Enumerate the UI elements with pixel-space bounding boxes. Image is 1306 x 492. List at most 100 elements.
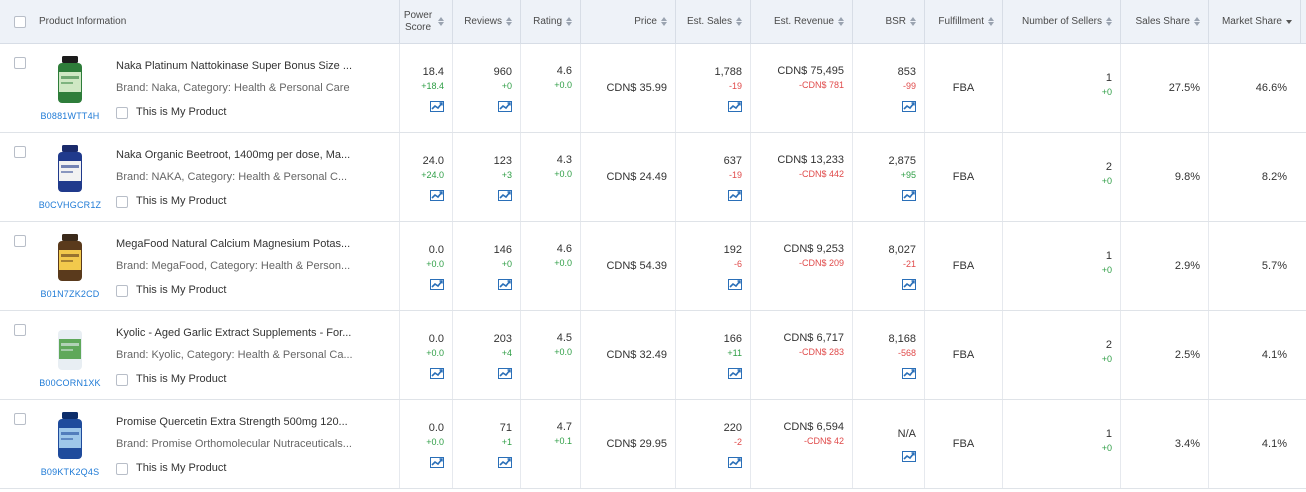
trend-chart-icon[interactable] [902,367,916,379]
trend-chart-icon[interactable] [902,450,916,462]
trend-chart-icon[interactable] [430,456,444,468]
product-image[interactable] [48,54,92,106]
row-checkbox[interactable] [14,235,26,247]
header-fulfillment[interactable]: Fulfillment [925,0,1003,43]
my-product-checkbox[interactable] [116,285,128,297]
product-title[interactable]: Naka Organic Beetroot, 1400mg per dose, … [116,149,351,161]
header-power-score[interactable]: Power Score [400,0,453,43]
product-thumb-wrap: B09KTK2Q4S [38,410,102,477]
asin-link[interactable]: B01N7ZK2CD [40,289,100,299]
power-score-value: 0.0 [428,421,444,434]
sort-arrows-icon[interactable] [506,17,512,26]
row-checkbox[interactable] [14,146,26,158]
trend-chart-icon[interactable] [498,189,512,201]
trend-chart-icon[interactable] [728,278,742,290]
my-product-checkbox[interactable] [116,196,128,208]
row-checkbox[interactable] [14,413,26,425]
sort-arrows-icon[interactable] [661,17,667,26]
est-revenue-delta: -CDN$ 209 [798,257,844,268]
trend-chart-icon[interactable] [728,189,742,201]
my-product-toggle[interactable]: This is My Product [116,371,360,386]
product-image[interactable] [48,232,92,284]
row-checkbox[interactable] [14,57,26,69]
price-value: CDN$ 29.95 [606,438,667,450]
header-label: Price [634,15,657,27]
my-product-toggle[interactable]: This is My Product [116,460,360,475]
sort-arrows-icon[interactable] [736,17,742,26]
product-title[interactable]: Naka Platinum Nattokinase Super Bonus Si… [116,60,353,72]
est-revenue-cell: CDN$ 6,594 -CDN$ 42 [751,400,853,488]
asin-link[interactable]: B00CORN1XK [39,378,101,388]
product-image[interactable] [48,143,92,195]
trend-chart-icon[interactable] [498,100,512,112]
header-number-of-sellers[interactable]: Number of Sellers [1003,0,1121,43]
trend-chart-icon[interactable] [430,278,444,290]
product-brand-category: Brand: Naka, Category: Health & Personal… [116,82,350,94]
product-text: Promise Quercetin Extra Strength 500mg 1… [116,410,360,475]
trend-chart-icon[interactable] [430,367,444,379]
sort-arrows-icon[interactable] [910,17,916,26]
trend-chart-icon[interactable] [902,189,916,201]
trend-chart-icon[interactable] [430,100,444,112]
select-all-checkbox[interactable] [14,15,26,28]
sort-arrows-icon[interactable] [988,17,994,26]
my-product-checkbox[interactable] [116,107,128,119]
header-label: Market Share [1221,15,1282,27]
header-bsr[interactable]: BSR [853,0,925,43]
sort-arrows-icon[interactable] [438,17,444,26]
sort-desc-icon[interactable] [1286,19,1292,24]
rating-value: 4.6 [556,64,572,77]
my-product-checkbox[interactable] [116,374,128,386]
header-sales-share[interactable]: Sales Share [1121,0,1209,43]
header-est-revenue[interactable]: Est. Revenue [751,0,853,43]
product-brand-category: Brand: Promise Orthomolecular Nutraceuti… [116,438,352,450]
my-product-checkbox[interactable] [116,463,128,475]
sales-share-value: 9.8% [1174,171,1200,183]
trend-chart-icon[interactable] [498,456,512,468]
trend-chart-icon[interactable] [430,189,444,201]
asin-link[interactable]: B0881WTT4H [40,111,100,121]
product-title[interactable]: MegaFood Natural Calcium Magnesium Potas… [116,238,351,250]
trend-chart-icon[interactable] [902,278,916,290]
power-score-value: 24.0 [422,154,444,167]
sellers-cell: 1 +0 [1003,400,1121,488]
my-product-toggle[interactable]: This is My Product [116,282,360,297]
sort-arrows-icon[interactable] [1106,17,1112,26]
product-image[interactable] [48,410,92,462]
est-revenue-delta: -CDN$ 442 [798,168,844,179]
header-price[interactable]: Price [581,0,676,43]
asin-link[interactable]: B0CVHGCR1Z [38,200,102,210]
header-est-sales[interactable]: Est. Sales [676,0,751,43]
product-title[interactable]: Promise Quercetin Extra Strength 500mg 1… [116,416,348,428]
est-sales-value: 637 [723,154,742,167]
header-market-share[interactable]: Market Share [1209,0,1301,43]
trend-chart-icon[interactable] [728,367,742,379]
reviews-delta: +3 [501,169,512,180]
sellers-cell: 1 +0 [1003,222,1121,310]
fulfillment-value: FBA [952,438,975,450]
price-cell: CDN$ 32.49 [581,311,676,399]
sort-arrows-icon[interactable] [1194,17,1200,26]
trend-chart-icon[interactable] [728,100,742,112]
reviews-delta: +4 [501,347,512,358]
row-checkbox[interactable] [14,324,26,336]
trend-chart-icon[interactable] [498,367,512,379]
my-product-toggle[interactable]: This is My Product [116,104,360,119]
price-value: CDN$ 35.99 [606,82,667,94]
trend-chart-icon[interactable] [498,278,512,290]
sort-arrows-icon[interactable] [566,17,572,26]
sort-arrows-icon[interactable] [838,17,844,26]
my-product-toggle[interactable]: This is My Product [116,193,360,208]
trend-chart-icon[interactable] [728,456,742,468]
product-title[interactable]: Kyolic - Aged Garlic Extract Supplements… [116,327,352,339]
header-rating[interactable]: Rating [521,0,581,43]
product-text: Kyolic - Aged Garlic Extract Supplements… [116,321,360,386]
table-row: B0CVHGCR1Z Naka Organic Beetroot, 1400mg… [0,133,1306,222]
header-reviews[interactable]: Reviews [453,0,521,43]
asin-link[interactable]: B09KTK2Q4S [40,467,100,477]
est-sales-delta: -2 [733,436,742,447]
product-thumb-wrap: B0881WTT4H [38,54,102,121]
product-image[interactable] [48,321,92,373]
rating-value: 4.5 [556,331,572,344]
trend-chart-icon[interactable] [902,100,916,112]
